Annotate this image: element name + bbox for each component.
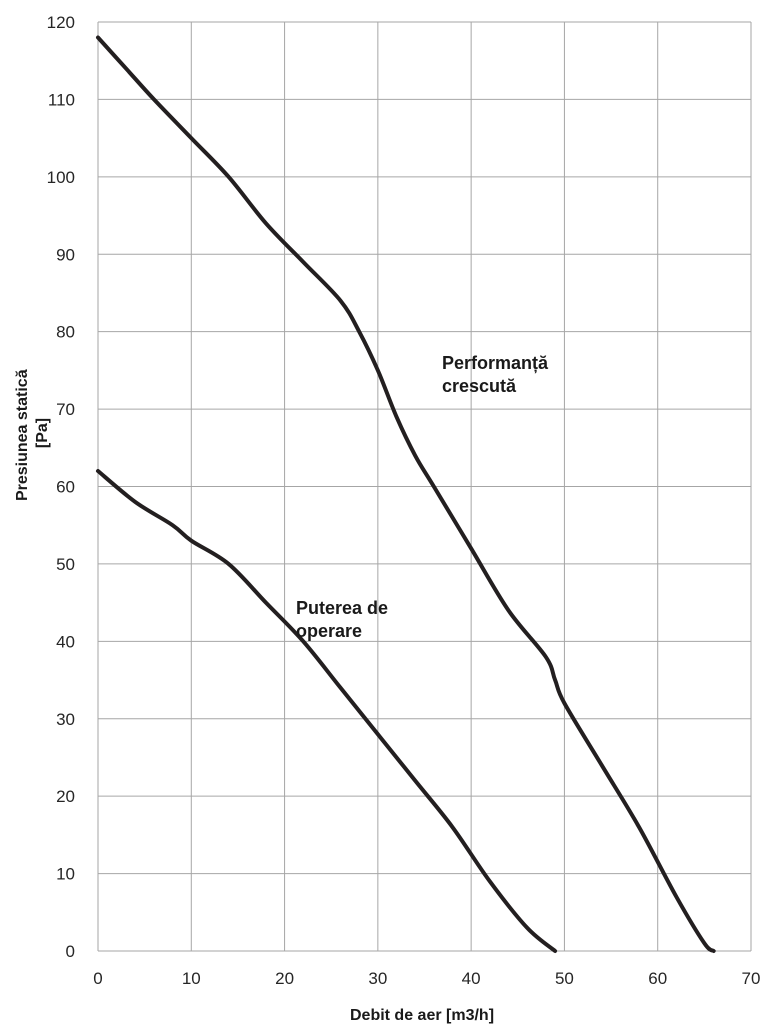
y-tick-label: 30 — [56, 710, 75, 729]
y-tick-label: 0 — [66, 942, 75, 961]
y-tick-label: 100 — [47, 168, 75, 187]
y-tick-label: 10 — [56, 865, 75, 884]
y-tick-label: 50 — [56, 555, 75, 574]
series-label-puterea: Puterea de operare — [296, 598, 393, 641]
y-tick-label: 70 — [56, 400, 75, 419]
y-tick-label: 90 — [56, 245, 75, 264]
x-tick-label: 50 — [555, 969, 574, 988]
x-tick-label: 60 — [648, 969, 667, 988]
x-tick-label: 0 — [93, 969, 102, 988]
x-tick-label: 20 — [275, 969, 294, 988]
y-tick-label: 80 — [56, 323, 75, 342]
y-tick-label: 20 — [56, 787, 75, 806]
y-tick-label: 60 — [56, 478, 75, 497]
series-label-performanta: Performanță crescută — [442, 353, 553, 396]
series-line-1 — [96, 469, 558, 953]
tick-labels: 0 10 20 30 40 50 60 70 80 90 100 110 120 0 10 20 30 40 50 6… — [47, 13, 761, 988]
x-tick-label: 10 — [182, 969, 201, 988]
series-line-0 — [96, 35, 716, 953]
y-tick-label: 110 — [48, 90, 75, 109]
grid — [97, 21, 752, 952]
y-tick-label: 40 — [56, 632, 75, 651]
x-tick-label: 40 — [462, 969, 481, 988]
x-tick-label: 70 — [742, 969, 761, 988]
y-tick-label: 120 — [47, 13, 75, 32]
x-tick-label: 30 — [368, 969, 387, 988]
series-lines — [96, 35, 716, 953]
x-axis-title: Debit de aer [m3/h] — [350, 1007, 494, 1024]
y-axis-title: Presiunea statică [Pa] — [14, 365, 51, 501]
